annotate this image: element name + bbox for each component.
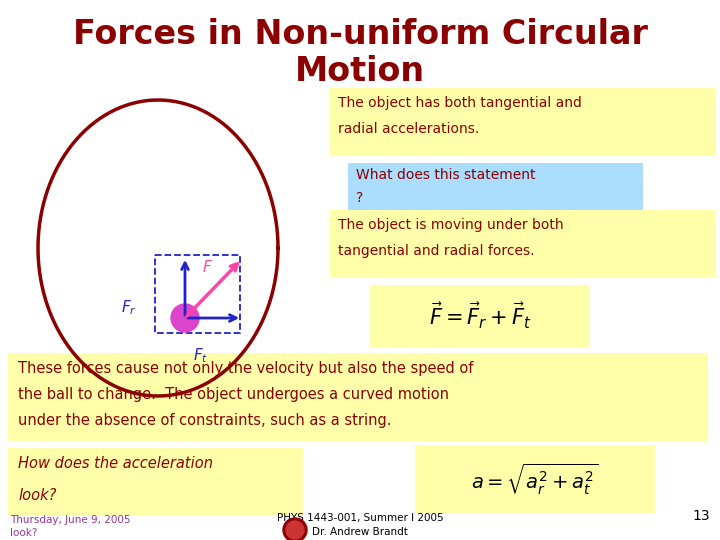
Text: ?: ?: [356, 191, 364, 205]
Text: 13: 13: [693, 509, 710, 523]
Circle shape: [171, 304, 199, 332]
Text: How does the acceleration: How does the acceleration: [18, 456, 213, 471]
Text: The object has both tangential and: The object has both tangential and: [338, 96, 582, 110]
Bar: [155, 255, 240, 333]
Bar: [8, 448, 303, 516]
Text: $F_r$: $F_r$: [121, 299, 137, 318]
Circle shape: [283, 518, 307, 540]
Bar: [348, 163, 643, 215]
Bar: [330, 210, 715, 278]
Text: look?: look?: [18, 488, 56, 503]
Text: tangential and radial forces.: tangential and radial forces.: [338, 244, 534, 258]
Text: $\vec{F} = \vec{F}_r + \vec{F}_t$: $\vec{F} = \vec{F}_r + \vec{F}_t$: [428, 301, 531, 331]
Text: What does this statement: What does this statement: [356, 168, 536, 182]
Text: look?: look?: [10, 528, 37, 538]
Text: PHYS 1443-001, Summer I 2005: PHYS 1443-001, Summer I 2005: [276, 513, 444, 523]
Bar: [8, 353, 708, 441]
Text: the ball to change.  The object undergoes a curved motion: the ball to change. The object undergoes…: [18, 387, 449, 402]
Text: Thursday, June 9, 2005: Thursday, June 9, 2005: [10, 515, 130, 525]
Text: $F$: $F$: [202, 259, 213, 275]
Text: Forces in Non-uniform Circular: Forces in Non-uniform Circular: [73, 18, 647, 51]
Text: radial accelerations.: radial accelerations.: [338, 122, 480, 136]
Bar: [330, 88, 715, 156]
Text: Dr. Andrew Brandt: Dr. Andrew Brandt: [312, 527, 408, 537]
Circle shape: [286, 521, 304, 539]
Text: Motion: Motion: [295, 55, 425, 88]
Text: under the absence of constraints, such as a string.: under the absence of constraints, such a…: [18, 413, 392, 428]
Bar: [370, 285, 590, 347]
Bar: [415, 445, 655, 513]
Text: The object is moving under both: The object is moving under both: [338, 218, 564, 232]
Text: $a = \sqrt{a_r^2 + a_t^2}$: $a = \sqrt{a_r^2 + a_t^2}$: [472, 461, 599, 497]
Text: These forces cause not only the velocity but also the speed of: These forces cause not only the velocity…: [18, 361, 473, 376]
Text: $F_t$: $F_t$: [193, 346, 208, 364]
